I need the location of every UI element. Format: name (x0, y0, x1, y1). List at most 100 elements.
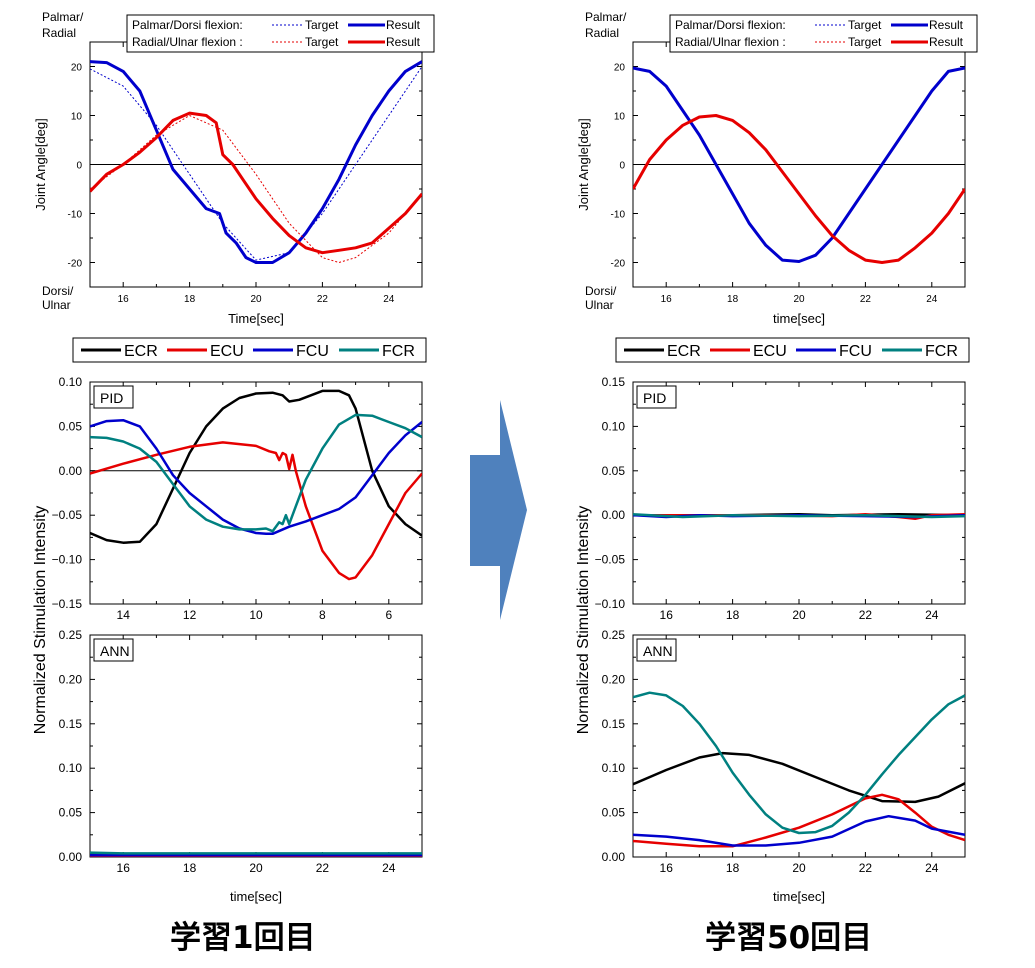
x-tick-label: 16 (117, 861, 131, 875)
y-tick-label: 0.00 (602, 850, 626, 864)
y-tick-label: 0.00 (59, 464, 83, 478)
y-tick-label: 0.20 (59, 672, 83, 686)
legend-label-fcu: FCU (839, 343, 872, 360)
y-tick-label: 0.05 (602, 806, 626, 820)
y-tick-label: 0 (619, 161, 625, 172)
x-tick-label: 16 (118, 294, 130, 305)
series-line-ecu (633, 793, 965, 848)
legend-label: Result (386, 35, 421, 49)
y-top-label: Palmar/ (42, 10, 84, 24)
panel-tag: PID (643, 390, 666, 406)
series-line-radial-ulnar-result (633, 114, 965, 264)
legend-label-ecr: ECR (124, 343, 158, 360)
y-top-label: Radial (42, 26, 76, 40)
legend-label: Palmar/Dorsi flexion: (132, 18, 243, 32)
y-tick-label: 0.05 (602, 464, 626, 478)
y-tick-label: 0.25 (59, 628, 83, 642)
y-tick-label: −0.05 (52, 508, 83, 522)
legend-label: Target (848, 35, 882, 49)
right-pid-chart: 16 18 20 22 24 −0.10 −0.05 0.00 0.05 0.10 0.15 PID (595, 375, 966, 622)
series-line-palmar-dorsi-result (90, 60, 422, 264)
right-ann-frame (632, 634, 966, 858)
y-axis-title-stimulation: Normalized Stimulation Intensity (32, 506, 49, 735)
series-line-radial-ulnar-target (90, 115, 422, 263)
y-tick-label: -20 (611, 259, 626, 270)
x-tick-label: 18 (183, 861, 197, 875)
right-ann-chart: 16 18 20 22 24 0.00 0.05 0.10 0.15 0.20 0.25 ANN tim… (602, 628, 966, 904)
y-tick-label: -10 (68, 210, 83, 221)
y-tick-label: 0.10 (59, 375, 83, 389)
series-line-palmar-dorsi-result (633, 66, 965, 263)
right-caption: 学習50回目 (705, 920, 873, 956)
y-bottom-label: Ulnar (585, 298, 614, 312)
series-line-ecu (90, 441, 422, 581)
x-tick-label: 16 (660, 861, 674, 875)
panel-tag: ANN (643, 643, 673, 659)
x-tick-label: 24 (383, 294, 395, 305)
y-axis-title: Joint Angle[deg] (576, 118, 591, 211)
panel-tag-box (636, 638, 677, 662)
legend-label-ecu: ECU (753, 343, 787, 360)
y-tick-label: 0.15 (602, 717, 626, 731)
series-line-fcu (633, 814, 965, 847)
x-tick-label: 20 (249, 861, 263, 875)
x-tick-label: 14 (117, 608, 131, 622)
y-tick-label: −0.15 (52, 597, 83, 611)
x-tick-label: 12 (183, 608, 197, 622)
x-tick-label: 10 (249, 608, 263, 622)
legend-label-fcu: FCU (296, 343, 329, 360)
legend-label: Radial/Ulnar flexion : (132, 35, 243, 49)
x-tick-label: 24 (926, 294, 938, 305)
x-tick-label: 18 (727, 294, 739, 305)
right-joint-chart: 16 18 20 22 24 -20 -10 0 10 20 time[sec] Joint Angl… (576, 10, 978, 326)
x-tick-label: 18 (184, 294, 196, 305)
x-tick-label: 20 (792, 861, 806, 875)
y-tick-label: 0.10 (59, 761, 83, 775)
y-axis-title: Joint Angle[deg] (33, 118, 48, 211)
series-line-radial-ulnar-result (90, 111, 422, 255)
panel-tag-box (93, 638, 134, 662)
y-tick-label: -10 (611, 210, 626, 221)
x-tick-label: 18 (726, 608, 740, 622)
y-tick-label: 0.10 (602, 419, 626, 433)
series-line-fcr (633, 513, 965, 519)
legend-label: Target (305, 35, 339, 49)
legend-label: Result (929, 35, 964, 49)
legend: Palmar/Dorsi flexion: Target Result Radial/… (669, 14, 978, 53)
x-tick-label: 20 (792, 608, 806, 622)
y-tick-label: 0.00 (59, 850, 83, 864)
legend-label: Target (848, 18, 882, 32)
y-tick-label: 0 (76, 161, 82, 172)
muscle-legend: ECR ECU FCU FCR (72, 337, 427, 363)
y-bottom-label: Dorsi/ (42, 284, 74, 298)
legend-label: Result (929, 18, 964, 32)
panel-tag-box (636, 385, 677, 409)
left-ann-chart: 16 18 20 22 24 0.00 0.05 0.10 0.15 0.20 0.25 ANN tim… (59, 628, 423, 904)
series-line-fcr (90, 851, 422, 855)
x-axis-title: time[sec] (773, 311, 825, 326)
legend-label: Radial/Ulnar flexion : (675, 35, 786, 49)
y-tick-label: 20 (614, 63, 626, 74)
left-caption: 学習1回目 (170, 920, 316, 956)
x-tick-label: 6 (385, 608, 392, 622)
x-tick-label: 22 (316, 861, 330, 875)
left-ann-frame (89, 634, 423, 858)
x-tick-label: 8 (319, 608, 326, 622)
legend: Palmar/Dorsi flexion: Target Result Radial/… (126, 14, 435, 53)
panel-tag: PID (100, 390, 123, 406)
legend-label: Palmar/Dorsi flexion: (675, 18, 786, 32)
y-tick-label: −0.10 (595, 597, 626, 611)
x-tick-label: 16 (660, 608, 674, 622)
legend-label-ecr: ECR (667, 343, 701, 360)
left-joint-chart: 16 18 20 22 24 -20 -10 0 10 20 Time[sec] Joint Angl… (33, 10, 435, 326)
x-tick-label: 16 (661, 294, 673, 305)
y-tick-label: 0.05 (59, 806, 83, 820)
x-axis-title: Time[sec] (228, 311, 284, 326)
x-tick-label: 22 (859, 608, 873, 622)
x-tick-label: 20 (793, 294, 805, 305)
x-tick-label: 24 (925, 861, 939, 875)
y-tick-label: 10 (71, 112, 83, 123)
x-tick-label: 24 (925, 608, 939, 622)
